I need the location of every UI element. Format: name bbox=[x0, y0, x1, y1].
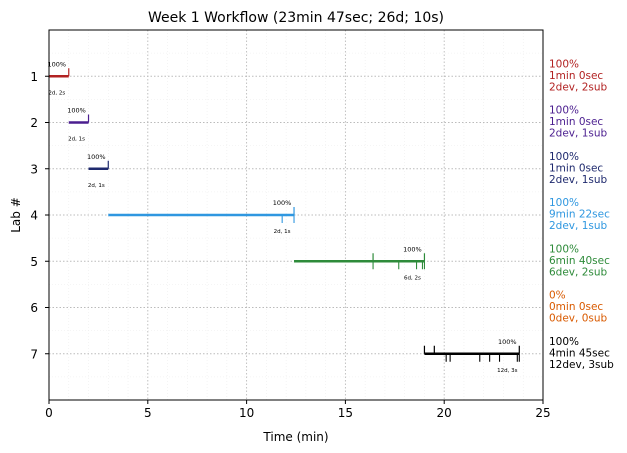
x-tick-label: 15 bbox=[338, 406, 353, 420]
side-summary-line: 100% bbox=[549, 197, 579, 209]
side-summary-line: 0min 0sec bbox=[549, 301, 603, 313]
side-summary-line: 9min 22sec bbox=[549, 209, 610, 221]
completion-label: 100% bbox=[67, 107, 86, 115]
x-tick-label: 25 bbox=[535, 406, 550, 420]
y-ticks: 1 2 3 4 5 6 7 bbox=[30, 70, 49, 361]
y-tick-label: 3 bbox=[30, 162, 38, 176]
counts-label: 2d, 1s bbox=[88, 183, 105, 189]
y-tick-label: 5 bbox=[30, 255, 38, 269]
side-summary-line: 4min 45sec bbox=[549, 347, 610, 359]
completion-label: 100% bbox=[47, 60, 66, 68]
completion-label: 100% bbox=[498, 338, 517, 346]
side-summary-line: 2dev, 2sub bbox=[549, 81, 608, 93]
grid bbox=[49, 30, 543, 400]
side-summary-line: 1min 0sec bbox=[549, 70, 603, 82]
side-summary-line: 100% bbox=[549, 58, 579, 70]
x-tick-label: 5 bbox=[144, 406, 152, 420]
completion-label: 100% bbox=[403, 245, 422, 253]
y-axis-label: Lab # bbox=[9, 197, 23, 233]
side-summary-line: 2dev, 1sub bbox=[549, 128, 608, 140]
counts-label: 12d, 3s bbox=[497, 368, 517, 374]
counts-label: 2d, 1s bbox=[68, 137, 85, 143]
side-summary-line: 2dev, 1sub bbox=[549, 220, 608, 232]
side-summary-line: 2dev, 1sub bbox=[549, 174, 608, 186]
completion-label: 100% bbox=[87, 153, 106, 161]
side-summary-line: 1min 0sec bbox=[549, 116, 603, 128]
x-ticks: 0 5 10 15 20 25 bbox=[45, 400, 551, 420]
x-axis-label: Time (min) bbox=[262, 430, 328, 444]
side-summary-line: 6dev, 2sub bbox=[549, 266, 608, 278]
x-tick-label: 20 bbox=[437, 406, 452, 420]
counts-label: 2d, 2s bbox=[48, 90, 65, 96]
y-tick-label: 6 bbox=[30, 301, 38, 315]
x-tick-label: 10 bbox=[239, 406, 254, 420]
y-tick-label: 7 bbox=[30, 347, 38, 361]
lab-bars: 100% 2d, 2s 100% 2d, 1s 100% 2d, 1s 100% 2d, 1s… bbox=[47, 60, 520, 374]
side-summary-line: 6min 40sec bbox=[549, 255, 610, 267]
side-summary-line: 100% bbox=[549, 151, 579, 163]
side-summary-line: 1min 0sec bbox=[549, 162, 603, 174]
side-summary-line: 0% bbox=[549, 290, 566, 302]
side-summary-line: 0dev, 0sub bbox=[549, 313, 608, 325]
side-summary-line: 100% bbox=[549, 105, 579, 117]
y-tick-label: 1 bbox=[30, 70, 38, 84]
y-tick-label: 4 bbox=[30, 209, 38, 223]
counts-label: 2d, 1s bbox=[274, 229, 291, 235]
side-summary-line: 100% bbox=[549, 336, 579, 348]
chart-title: Week 1 Workflow (23min 47sec; 26d; 10s) bbox=[148, 10, 444, 26]
x-tick-label: 0 bbox=[45, 406, 53, 420]
side-summary-line: 12dev, 3sub bbox=[549, 359, 614, 371]
side-summary-line: 100% bbox=[549, 243, 579, 255]
counts-label: 6d, 2s bbox=[404, 275, 421, 281]
y-tick-label: 2 bbox=[30, 116, 38, 130]
completion-label: 100% bbox=[273, 199, 292, 207]
